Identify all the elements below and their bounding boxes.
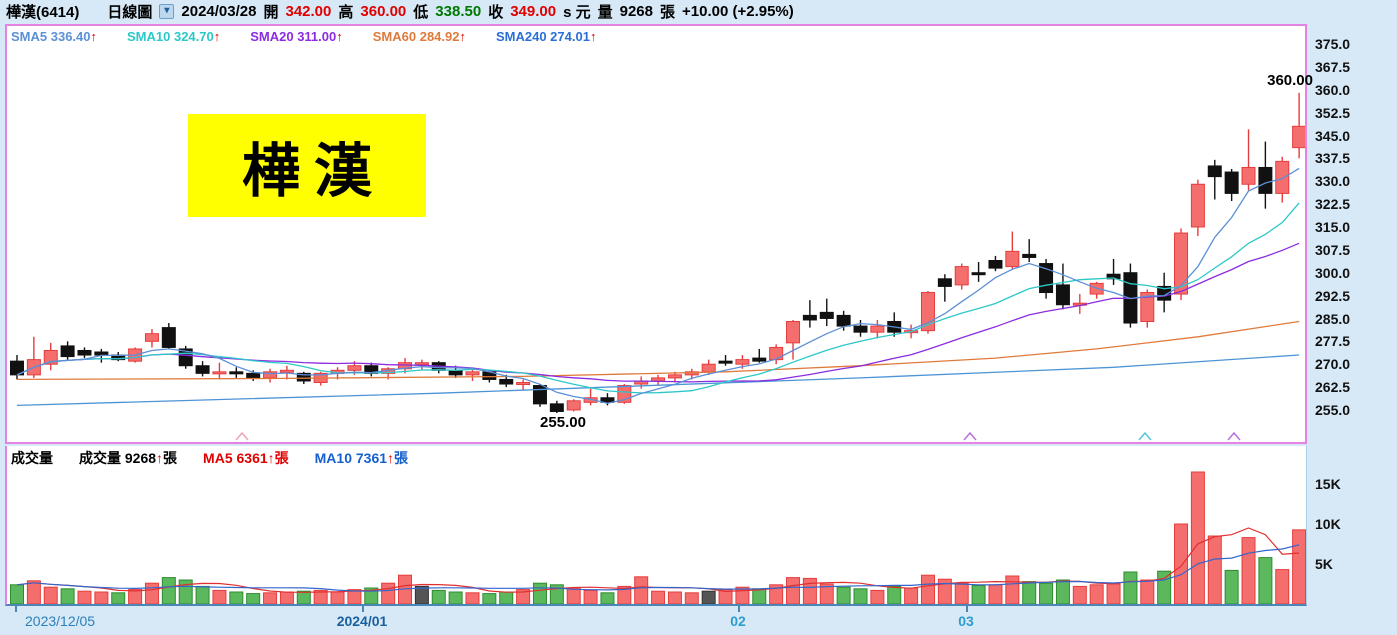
price-chart-panel: SMA5 336.40↑ SMA10 324.70↑ SMA20 311.00↑…	[5, 24, 1313, 444]
price-tick-label: 330.0	[1315, 173, 1351, 190]
volume-value: 9268	[619, 2, 653, 20]
open-label: 開	[263, 3, 279, 21]
candlestick-chart	[10, 92, 1305, 441]
sma-legend: SMA5 336.40↑ SMA10 324.70↑ SMA20 311.00↑…	[11, 29, 596, 44]
up-arrow-icon: ↑	[459, 29, 466, 44]
price-tick-label: 360.0	[1315, 81, 1351, 98]
sma20-legend: SMA20 311.00↑	[250, 29, 343, 44]
low-label: 低	[413, 3, 429, 21]
change-value: +10.00 (+2.95%)	[682, 2, 794, 20]
volume-ma5-readout: MA5 6361↑張	[203, 450, 289, 466]
up-arrow-icon: ↑	[589, 29, 597, 44]
high-price-annotation: 360.00	[1267, 72, 1313, 89]
price-tick-label: 375.0	[1315, 36, 1351, 52]
price-tick-label: 315.0	[1315, 219, 1351, 235]
title-bar: 樺漢(6414) 日線圖 ▾ 2024/03/28 開 342.00 高 360…	[0, 0, 1397, 22]
date-tick	[738, 606, 740, 612]
low-value: 338.50	[435, 2, 482, 20]
volume-axis: 15K 10K 5K	[1310, 446, 1397, 606]
date-tick	[966, 606, 968, 612]
price-tick-label: 292.5	[1315, 287, 1351, 304]
volume-chart-panel: 成交量 成交量 9268↑張 MA5 6361↑張 MA10 7361↑張	[5, 446, 1307, 606]
price-axis: 375.0 367.5 360.0 352.5 345.0 337.5 330.0 322.5…	[1310, 24, 1397, 444]
price-tick-label: 322.5	[1315, 196, 1351, 213]
up-arrow-icon: ↑	[90, 29, 98, 44]
date-axis: 2023/12/05 2024/01 02 03	[5, 606, 1307, 635]
price-tick-label: 367.5	[1315, 58, 1351, 75]
date-value: 2024/03/28	[181, 2, 257, 20]
date-tick	[362, 606, 364, 612]
up-arrow-icon: ↑	[213, 29, 221, 44]
volume-tick-label: 5K	[1315, 556, 1333, 572]
volume-panel-title: 成交量	[11, 450, 53, 466]
sma240-legend: SMA240 274.01↑	[495, 29, 597, 44]
volume-header: 成交量 成交量 9268↑張 MA5 6361↑張 MA10 7361↑張	[11, 448, 408, 468]
volume-chart	[10, 471, 1306, 604]
price-tick-label: 352.5	[1315, 104, 1351, 121]
price-tick-label: 255.0	[1315, 402, 1351, 418]
date-label: 02	[730, 613, 746, 629]
volume-ma10-readout: MA10 7361↑張	[314, 450, 409, 466]
volume-unit: 張	[660, 3, 676, 21]
sma60-legend: SMA60 284.92↑	[372, 29, 466, 44]
price-tick-label: 300.0	[1315, 264, 1351, 281]
open-value: 342.00	[285, 2, 332, 20]
price-tick-label: 307.5	[1315, 241, 1351, 258]
chart-type-label[interactable]: 日線圖	[107, 3, 153, 21]
price-tick-label: 262.5	[1315, 379, 1351, 396]
price-tick-label: 285.0	[1315, 310, 1351, 327]
sma10-legend: SMA10 324.70↑	[127, 29, 221, 44]
date-label: 2024/01	[336, 613, 388, 629]
volume-readout: 成交量 9268↑張	[79, 450, 178, 466]
price-tick-label: 270.0	[1315, 356, 1351, 373]
volume-tick-label: 15K	[1315, 476, 1341, 492]
low-price-annotation: 255.00	[540, 414, 586, 431]
chart-type-dropdown-icon[interactable]: ▾	[159, 3, 175, 19]
close-label: 收	[488, 3, 504, 21]
price-tick-label: 337.5	[1315, 150, 1351, 167]
unit-label: s 元	[563, 3, 591, 21]
up-arrow-icon: ↑	[267, 450, 275, 466]
sma5-legend: SMA5 336.40↑	[11, 29, 97, 44]
date-label: 2023/12/05	[25, 613, 96, 629]
date-label: 03	[958, 613, 974, 629]
volume-label: 量	[597, 3, 613, 21]
close-value: 349.00	[510, 2, 557, 20]
up-arrow-icon: ↑	[156, 450, 164, 466]
stock-name: 樺漢(6414)	[6, 3, 80, 21]
price-tick-label: 345.0	[1315, 127, 1351, 144]
price-tick-label: 277.5	[1315, 333, 1351, 350]
high-label: 高	[338, 3, 354, 21]
date-tick	[15, 606, 17, 612]
up-arrow-icon: ↑	[387, 450, 395, 466]
volume-tick-label: 10K	[1315, 516, 1341, 532]
up-arrow-icon: ↑	[336, 29, 343, 44]
high-value: 360.00	[360, 2, 407, 20]
stock-name-watermark: 樺漢	[188, 114, 426, 217]
